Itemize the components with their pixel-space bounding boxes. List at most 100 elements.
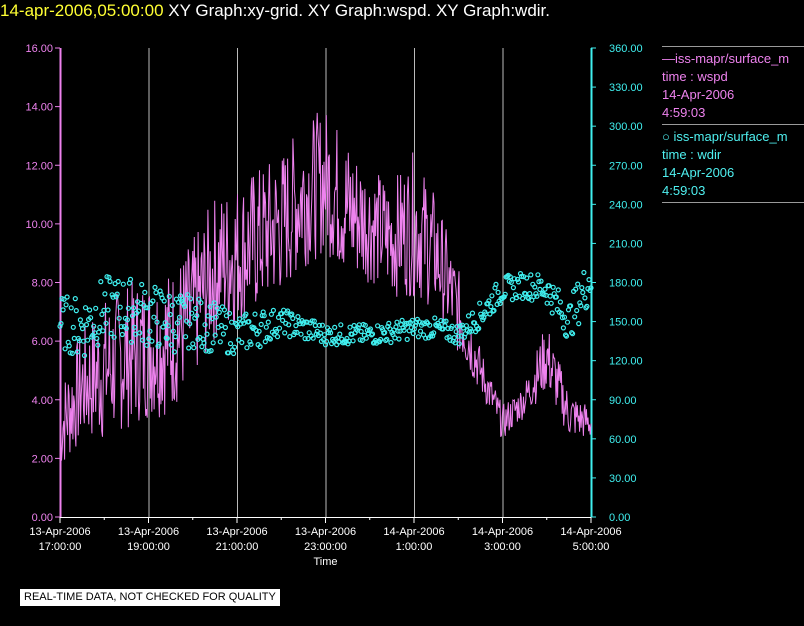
wdir-point [188, 296, 194, 302]
x-tick-label-date: 14-Apr-2006 [560, 526, 621, 538]
wdir-point [199, 344, 205, 350]
wdir-point [229, 319, 235, 325]
wdir-point [247, 339, 253, 345]
wdir-point [412, 322, 418, 328]
wdir-point [393, 324, 399, 330]
wdir-point [256, 328, 262, 334]
wdir-point [286, 322, 292, 328]
wdir-point [235, 324, 241, 330]
wdir-point [478, 311, 484, 317]
wdir-point [168, 342, 174, 348]
wdir-point [140, 337, 146, 343]
wdir-point [576, 321, 582, 327]
wdir-point [143, 305, 149, 311]
wdir-point [358, 328, 364, 335]
legend-divider [662, 202, 804, 203]
wdir-point [537, 286, 543, 292]
wdir-point [367, 326, 373, 332]
left-tick-label: 2.00 [32, 453, 53, 465]
right-tick-label: 180.00 [609, 278, 643, 290]
wdir-point [165, 323, 171, 329]
wdir-point [312, 322, 318, 329]
wdir-point [110, 294, 116, 300]
legend-wspd-line: —iss-mapr/surface_m [662, 51, 790, 66]
wdir-point [137, 330, 143, 336]
wdir-point [218, 322, 224, 329]
x-axis-label: Time [313, 556, 337, 568]
wdir-point [486, 298, 492, 304]
wdir-point [181, 301, 187, 307]
right-tick-label: 30.00 [609, 473, 637, 485]
wdir-point [454, 323, 460, 330]
wdir-point [66, 343, 72, 349]
wdir-point [179, 296, 186, 302]
wdir-point [488, 304, 494, 310]
wdir-point [579, 285, 585, 291]
wdir-point [79, 326, 86, 332]
wdir-point [577, 300, 583, 306]
wdir-point [129, 313, 136, 319]
wdir-point [292, 329, 298, 335]
legend-wdir-field: time : wdir [662, 147, 722, 162]
wdir-point [226, 310, 233, 316]
wdir-point [410, 330, 416, 337]
wdir-point [465, 313, 472, 319]
wdir-point [294, 329, 300, 335]
right-tick-label: 300.00 [609, 121, 643, 133]
wdir-point [355, 325, 361, 331]
wdir-point [225, 350, 232, 356]
wdir-point [396, 336, 402, 342]
wdir-point [267, 336, 273, 342]
wdir-point [174, 320, 180, 326]
wdir-point [515, 279, 522, 285]
wdir-point [549, 310, 555, 316]
wdir-point [100, 328, 106, 334]
wdir-point [71, 335, 77, 341]
wdir-point [508, 279, 514, 285]
wdir-point [476, 325, 482, 332]
wdir-point [404, 336, 410, 342]
wdir-point [528, 272, 534, 278]
wdir-point [447, 337, 453, 343]
wdir-point [560, 325, 567, 331]
wdir-point [113, 294, 119, 300]
wdir-point [572, 314, 578, 320]
wdir-point [493, 281, 499, 287]
wspd-line [59, 112, 592, 461]
right-tick-label: 90.00 [609, 395, 637, 407]
wdir-point [201, 340, 207, 346]
right-tick-label: 330.00 [609, 82, 643, 94]
wdir-point [359, 337, 365, 343]
wdir-point [170, 328, 176, 334]
x-tick-label-date: 13-Apr-2006 [206, 526, 267, 538]
wdir-point [144, 342, 150, 348]
wdir-point [383, 337, 389, 343]
wdir-point [131, 324, 138, 330]
wdir-point [495, 289, 501, 295]
wdir-point [316, 322, 322, 328]
wdir-point [115, 278, 121, 285]
wdir-point [519, 295, 526, 301]
wdir-point [453, 329, 459, 335]
wdir-point [80, 338, 87, 344]
wdir-point [584, 303, 590, 309]
wdir-point [111, 334, 117, 340]
wdir-point [161, 298, 167, 304]
wdir-point [156, 341, 162, 347]
wdir-point [395, 328, 401, 334]
wdir-point [382, 329, 388, 336]
graph-title: 14-apr-2006,05:00:00 XY Graph:xy-grid. X… [0, 0, 550, 24]
legend-wdir-date: 14-Apr-2006 [662, 165, 735, 180]
wdir-point [203, 348, 209, 354]
wdir-point [287, 334, 293, 340]
wdir-point [109, 292, 115, 298]
x-tick-label-time: 21:00:00 [216, 541, 259, 553]
left-tick-label: 6.00 [32, 336, 53, 348]
wdir-point [550, 284, 556, 290]
wdir-point [114, 291, 120, 297]
wdir-point [557, 299, 564, 305]
left-tick-label: 14.00 [25, 102, 53, 114]
wdir-point [455, 333, 461, 339]
wdir-point [497, 300, 503, 306]
wdir-point [502, 291, 508, 297]
